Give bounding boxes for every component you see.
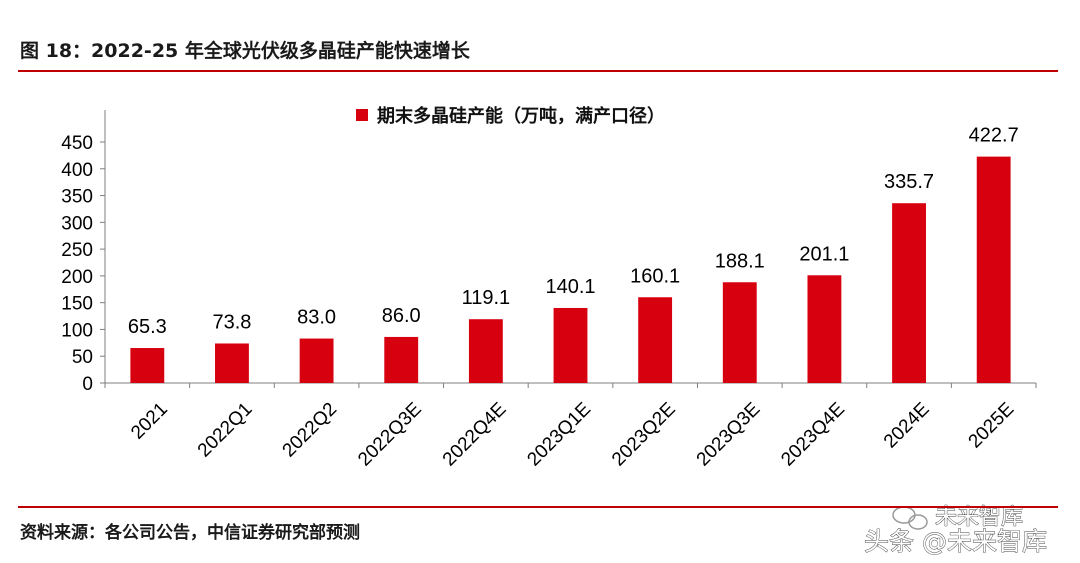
bar-value-label: 201.1 <box>799 243 849 265</box>
legend: 期末多晶硅产能（万吨，满产口径） <box>356 105 665 127</box>
y-tick-label: 100 <box>61 320 93 341</box>
figure-source: 资料来源：各公司公告，中信证券研究部预测 <box>20 523 360 543</box>
source-rule <box>18 506 1058 508</box>
watermark-bottom-text: 头条 @未来智库 <box>864 527 1047 556</box>
y-tick-label: 300 <box>61 213 93 234</box>
data-labels: 65.3 73.8 83.0 86.0 119.1 140.1 160.1 188.1 201.… <box>128 125 1019 338</box>
bar <box>722 282 757 383</box>
bar-value-label: 73.8 <box>212 311 251 333</box>
bar <box>215 343 249 383</box>
bar <box>976 156 1011 383</box>
x-tick-label: 2024E <box>880 399 934 453</box>
x-axis <box>104 382 1037 388</box>
x-tick-labels: 2021 2022Q1 2022Q2 2022Q3E 2022Q4E 2023Q1E 202… <box>127 399 1018 471</box>
bar <box>468 319 503 383</box>
bar <box>638 297 673 383</box>
y-tick-label: 150 <box>61 294 93 315</box>
x-tick-label: 2023Q1E <box>523 399 595 471</box>
bar-value-label: 65.3 <box>128 316 167 338</box>
legend-swatch <box>356 109 368 121</box>
y-tick-label: 350 <box>61 187 93 208</box>
y-tick-label: 450 <box>61 133 93 154</box>
bar <box>384 336 419 383</box>
bar-value-label: 119.1 <box>462 287 511 309</box>
bar-value-label: 188.1 <box>715 250 765 272</box>
y-tick-label: 200 <box>61 267 93 288</box>
legend-label: 期末多晶硅产能（万吨，满产口径） <box>377 105 665 127</box>
bar <box>130 348 165 383</box>
watermark: 未来智库 头条 @未来智库 <box>864 505 1048 557</box>
bar-value-label: 86.0 <box>382 305 421 327</box>
y-tick-label: 50 <box>72 347 93 368</box>
watermark-top-text: 未来智库 <box>935 505 1023 530</box>
bars <box>130 156 1011 383</box>
bar-value-label: 422.7 <box>969 125 1019 147</box>
bar-value-label: 140.1 <box>545 276 595 298</box>
x-tick-label: 2021 <box>127 399 172 444</box>
x-tick-label: 2025E <box>965 399 1019 453</box>
bar <box>553 307 588 383</box>
y-tick-label: 400 <box>61 160 93 181</box>
y-tick-label: 250 <box>61 240 93 261</box>
x-tick-label: 2023Q3E <box>693 399 765 471</box>
x-tick-label: 2022Q3E <box>354 399 426 471</box>
x-tick-label: 2022Q4E <box>439 399 511 471</box>
watermark-logo-icon <box>892 506 928 530</box>
y-axis: 0 50 100 150 200 250 300 350 400 450 <box>61 110 106 395</box>
y-tick-label: 0 <box>82 374 93 395</box>
bar <box>892 203 926 383</box>
bar-value-label: 83.0 <box>297 307 336 329</box>
bar <box>299 338 334 383</box>
x-tick-label: 2023Q4E <box>777 399 849 471</box>
x-tick-label: 2023Q2E <box>608 399 680 471</box>
x-ticks <box>104 383 1037 388</box>
figure-title: 图 18：2022-25 年全球光伏级多晶硅产能快速增长 <box>20 40 470 62</box>
x-tick-label: 2022Q2 <box>279 399 342 462</box>
title-rule <box>18 70 1058 72</box>
y-ticks: 0 50 100 150 200 250 300 350 400 450 <box>61 133 105 395</box>
bar-value-label: 335.7 <box>884 171 934 193</box>
x-tick-label: 2022Q1 <box>194 399 257 462</box>
bar-value-label: 160.1 <box>630 265 680 287</box>
bar <box>807 275 842 383</box>
